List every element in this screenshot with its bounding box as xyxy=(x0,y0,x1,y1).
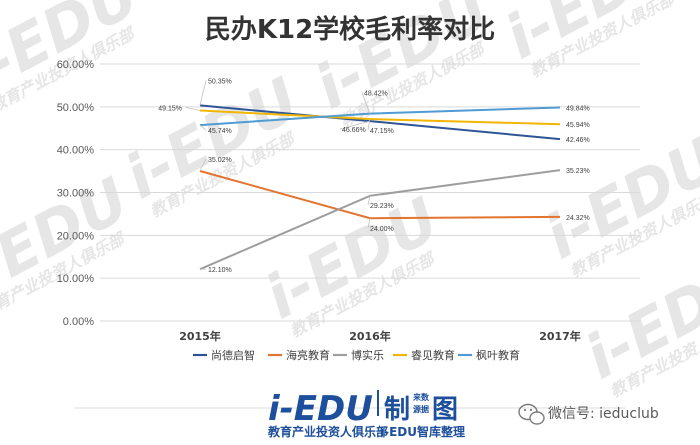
data-label: 50.35% xyxy=(208,78,232,85)
y-tick-label: 60.00% xyxy=(57,59,95,71)
data-label-leader xyxy=(361,92,371,114)
x-tick-label: 2016年 xyxy=(349,329,391,343)
y-tick-label: 0.00% xyxy=(63,316,94,328)
legend-label: 枫叶教育 xyxy=(476,348,520,362)
footer-logo-char: 制 xyxy=(384,395,410,425)
data-label: 48.42% xyxy=(364,91,388,98)
y-tick-label: 40.00% xyxy=(57,145,95,157)
data-label: 45.74% xyxy=(208,128,232,135)
data-label: 49.15% xyxy=(158,105,182,112)
legend-label: 睿见教育 xyxy=(411,348,455,362)
data-label: 35.23% xyxy=(566,168,590,175)
data-label: 24.00% xyxy=(370,226,394,233)
data-label: 49.84% xyxy=(566,106,590,113)
data-label: 45.94% xyxy=(566,122,590,129)
footer-logo-small-bottom: 源据 xyxy=(413,404,429,414)
legend: 尚德启智 海亮教育 博实乐 睿见教育 枫叶教育 xyxy=(193,348,520,362)
data-label: 29.23% xyxy=(370,203,394,210)
data-label-leader xyxy=(185,107,201,111)
wechat-id: 微信号: ieduclub xyxy=(548,406,659,422)
data-label-leader xyxy=(199,124,207,131)
footer-tagline-right: i-EDU智库整理 xyxy=(380,424,465,439)
x-tick-label: 2017年 xyxy=(539,329,581,343)
y-tick-label: 50.00% xyxy=(57,102,95,114)
data-label-leader xyxy=(367,118,371,131)
footer-logo-char2: 图 xyxy=(432,395,458,425)
data-label: 12.10% xyxy=(208,267,232,274)
data-labels: 50.35% 46.66% 42.46% 35.02% 24.00% 24.32% 12.1… xyxy=(158,78,590,274)
data-label: 42.46% xyxy=(566,137,590,144)
x-tick-label: 2015年 xyxy=(179,329,221,343)
data-label-leader xyxy=(367,218,371,229)
y-tick-label: 30.00% xyxy=(57,188,95,200)
footer-logo-text: i-EDU xyxy=(268,389,373,429)
data-label-leader xyxy=(339,120,371,130)
footer-logo-small-top: 来数 xyxy=(412,392,430,402)
wechat-block: 微信号: ieduclub xyxy=(518,403,659,425)
x-axis: 2015年 2016年 2017年 xyxy=(179,329,581,343)
data-label-leader xyxy=(367,195,371,205)
footer-logo: i-EDU 制 来数 源据 图 教育产业投资人俱乐部 i-EDU智库整理 xyxy=(267,389,465,439)
data-label: 24.32% xyxy=(566,215,590,222)
legend-label: 博实乐 xyxy=(351,348,384,362)
footer-logo-separator xyxy=(377,390,379,416)
grid xyxy=(100,63,640,322)
footer-tagline-left: 教育产业投资人俱乐部 xyxy=(267,424,388,439)
data-label: 47.15% xyxy=(370,128,394,135)
chart-title: 民办K12学校毛利率对比 xyxy=(205,14,495,45)
data-label: 35.02% xyxy=(208,157,232,164)
y-tick-label: 10.00% xyxy=(57,273,95,285)
data-label-leader xyxy=(199,80,207,106)
y-axis: 0.00% 10.00% 20.00% 30.00% 40.00% 50.00% 60.00… xyxy=(57,59,95,328)
data-label: 46.66% xyxy=(342,127,366,134)
legend-label: 尚德启智 xyxy=(211,348,255,362)
y-tick-label: 20.00% xyxy=(57,230,95,242)
data-label-leader xyxy=(199,158,207,172)
legend-label: 海亮教育 xyxy=(286,348,330,362)
wechat-icon xyxy=(518,403,545,425)
